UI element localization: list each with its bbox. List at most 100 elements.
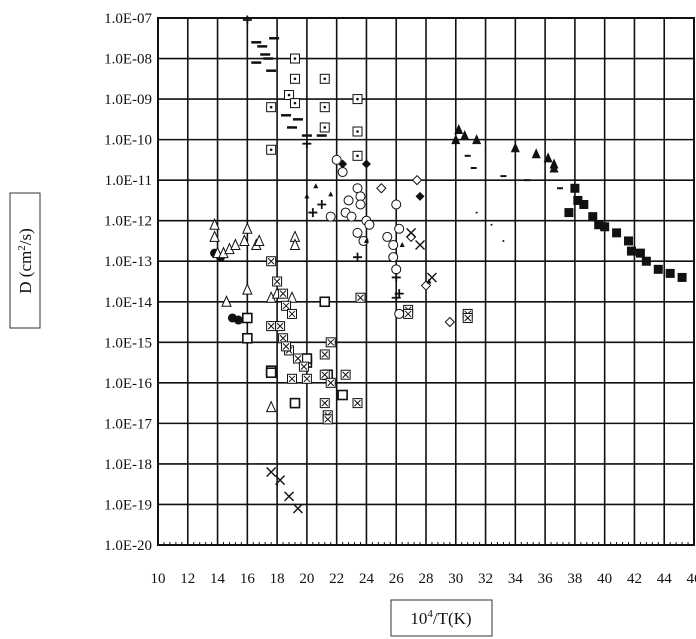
y-tick-labels: 1.0E-20 1.0E-19 1.0E-18 1.0E-17 1.0E-16 1.0E-… — [104, 11, 152, 554]
data-point-filled-square — [612, 228, 622, 238]
y-tick-label: 1.0E-17 — [104, 416, 152, 432]
data-point-dotted-square — [289, 73, 300, 84]
data-point-open-square — [289, 397, 301, 409]
data-point-dot — [475, 211, 478, 214]
data-point-open-circle — [331, 154, 342, 165]
data-point-open-circle — [346, 211, 357, 222]
y-tick-label: 1.0E-14 — [104, 295, 152, 311]
data-point-open-circle — [355, 199, 366, 210]
x-tick-label: 24 — [359, 571, 375, 587]
data-point-open-triangle — [209, 230, 220, 242]
data-point-dot — [490, 223, 493, 226]
data-point-small-triangle — [426, 278, 432, 284]
data-point-open-triangle — [230, 238, 241, 251]
x-tick-label: 30 — [448, 571, 463, 587]
grid — [157, 18, 695, 545]
data-point-open-circle — [391, 199, 402, 210]
data-point-filled-diamond — [338, 159, 348, 169]
data-point-small-triangle — [399, 242, 405, 248]
data-point-crossed-square — [275, 321, 286, 332]
y-tick-label: 1.0E-09 — [104, 92, 152, 108]
x-tick-label: 20 — [299, 571, 314, 587]
y-tick-label: 1.0E-12 — [104, 214, 152, 230]
data-point-dotted-square — [266, 144, 277, 155]
data-point-open-circle — [391, 264, 402, 275]
data-point-filled-triangle — [454, 123, 464, 134]
data-point-open-triangle — [253, 234, 265, 246]
data-point-filled-triangle — [451, 134, 461, 145]
x-tick-label: 42 — [627, 571, 642, 587]
data-point-dot — [502, 239, 505, 242]
data-point-open-diamond — [411, 174, 423, 186]
x-tick-label: 18 — [270, 571, 285, 587]
data-point-open-circle — [364, 219, 375, 230]
data-point-open-circle — [325, 211, 336, 222]
data-point-filled-square — [600, 222, 610, 232]
x-tick-label: 28 — [419, 571, 434, 587]
data-point-crossed-square — [266, 256, 277, 267]
data-point-plus — [391, 293, 401, 303]
y-tick-label: 1.0E-08 — [104, 52, 152, 68]
data-point-crossed-square — [355, 292, 366, 303]
data-point-crossed-square — [340, 369, 351, 380]
data-point-crossed-square — [298, 361, 309, 372]
data-point-crossed-square — [278, 288, 289, 299]
data-point-open-circle — [382, 231, 393, 242]
x-tick-label: 26 — [389, 571, 405, 587]
data-point-open-square — [265, 367, 277, 379]
data-point-open-triangle — [239, 234, 250, 246]
x-axis-label: 104/T(K) — [390, 599, 493, 637]
data-point-cross — [266, 467, 277, 478]
data-point-crossed-square — [301, 373, 312, 384]
x-tick-label: 36 — [538, 571, 554, 587]
data-point-cross — [275, 475, 286, 486]
data-point-filled-square — [623, 236, 633, 246]
data-point-filled-circle — [233, 315, 243, 325]
y-axis-label-text: D (cm2/s) — [16, 228, 35, 293]
data-point-crossed-square — [287, 373, 297, 384]
data-point-filled-square — [564, 208, 574, 218]
x-tick-label: 22 — [329, 571, 344, 587]
data-point-filled-triangle — [510, 142, 520, 153]
data-point-open-triangle — [289, 238, 301, 251]
data-point-open-circle — [358, 235, 369, 246]
data-point-crossed-square — [292, 353, 303, 364]
data-point-filled-triangle — [549, 162, 559, 173]
data-point-open-triangle — [242, 282, 253, 295]
data-point-open-circle — [388, 252, 399, 263]
y-tick-label: 1.0E-19 — [104, 497, 152, 513]
data-point-dotted-square — [289, 53, 300, 64]
data-point-filled-triangle — [531, 148, 541, 159]
data-point-filled-diamond — [361, 159, 371, 169]
data-point-open-circle — [394, 308, 405, 319]
data-point-cross — [415, 240, 426, 251]
y-tick-label: 1.0E-18 — [104, 457, 152, 473]
data-point-dotted-square — [284, 90, 295, 101]
data-point-crossed-square — [319, 369, 330, 380]
data-point-dotted-square — [289, 98, 300, 109]
data-point-cross — [292, 503, 303, 514]
data-point-filled-square — [594, 220, 604, 230]
data-point-crossed-square — [287, 308, 297, 319]
data-point-small-triangle — [313, 183, 319, 189]
data-point-dotted-square — [319, 122, 330, 133]
x-tick-labels: 10 12 14 16 18 20 22 24 26 28 30 32 34 36 38 40 42 44 46 — [151, 571, 696, 587]
data-point-crossed-square — [281, 341, 292, 352]
data-markers — [209, 15, 687, 514]
plot-frame — [157, 17, 695, 546]
data-point-open-square — [242, 332, 253, 344]
x-tick-label: 32 — [478, 571, 493, 587]
x-tick-label: 14 — [210, 571, 226, 587]
plot-border — [157, 17, 695, 546]
data-point-dotted-square — [352, 150, 363, 161]
x-tick-label: 16 — [240, 571, 256, 587]
data-point-small-triangle — [328, 191, 334, 197]
data-point-crossed-square — [403, 308, 414, 319]
data-point-open-circle — [394, 223, 405, 234]
data-point-open-circle — [388, 240, 399, 251]
y-tick-label: 1.0E-15 — [104, 335, 152, 351]
data-point-filled-square — [588, 212, 598, 222]
data-point-small-triangle — [304, 193, 310, 199]
